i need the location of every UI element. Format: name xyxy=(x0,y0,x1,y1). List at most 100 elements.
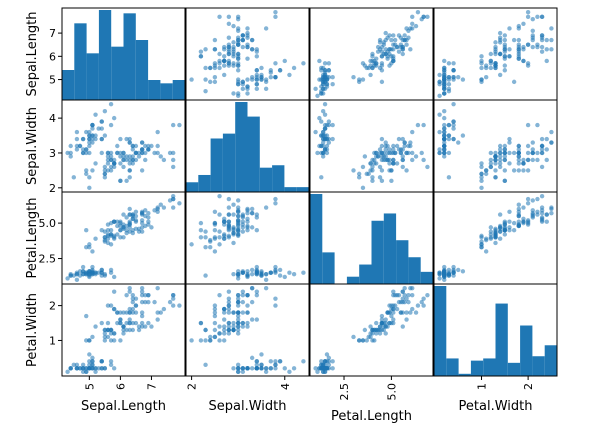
scatter-point xyxy=(127,161,132,166)
scatter-point xyxy=(212,334,218,340)
scatter-point xyxy=(479,77,484,82)
scatter-point xyxy=(212,228,218,233)
scatter-point xyxy=(249,299,255,305)
histogram-bar xyxy=(74,23,87,100)
scatter-point xyxy=(127,327,132,333)
scatter-point xyxy=(446,82,452,87)
scatter-point xyxy=(84,147,89,152)
panel-sepal-length-vs-sepal-width xyxy=(185,7,310,101)
scatter-point xyxy=(108,338,114,343)
scatter-point xyxy=(326,119,332,124)
scatter-point xyxy=(222,306,227,312)
scatter-point xyxy=(231,212,236,217)
scatter-point xyxy=(212,75,218,80)
scatter-point xyxy=(121,235,126,240)
scatter-point xyxy=(530,16,535,22)
scatter-point xyxy=(511,79,517,85)
scatter-point xyxy=(108,242,114,247)
scatter-point xyxy=(222,327,227,333)
scatter-point xyxy=(146,147,151,152)
scatter-point xyxy=(377,331,383,336)
scatter-point xyxy=(549,37,554,43)
scatter-point xyxy=(212,320,218,326)
scatter-point xyxy=(87,143,92,149)
scatter-point xyxy=(90,334,95,340)
scatter-point xyxy=(212,220,218,226)
scatter-point xyxy=(87,133,92,138)
scatter-point xyxy=(226,223,232,229)
scatter-point xyxy=(394,161,400,166)
scatter-point xyxy=(404,42,409,47)
scatter-point xyxy=(231,327,236,333)
scatter-point xyxy=(111,366,117,371)
scatter-point xyxy=(451,68,456,73)
scatter-point xyxy=(446,61,452,66)
scatter-point xyxy=(124,136,129,142)
scatter-point xyxy=(408,47,413,52)
scatter-point xyxy=(87,366,92,371)
scatter-point xyxy=(222,47,227,52)
scatter-point xyxy=(442,115,447,121)
scatter-point xyxy=(198,54,204,59)
scatter-point xyxy=(240,212,246,217)
scatter-point xyxy=(379,157,385,163)
scatter-point xyxy=(502,47,508,52)
scatter-point xyxy=(115,223,120,229)
panel-sepal-length-vs-petal-length xyxy=(309,7,434,101)
scatter-point xyxy=(377,147,383,152)
histogram-bar xyxy=(346,276,360,284)
scatter-point xyxy=(410,21,415,26)
scatter-point xyxy=(322,126,328,131)
scatter-point xyxy=(446,77,452,82)
scatter-point xyxy=(249,271,255,277)
scatter-point xyxy=(446,122,452,128)
scatter-point xyxy=(287,270,292,275)
scatter-point xyxy=(383,320,388,326)
scatter-point xyxy=(419,299,424,305)
scatter-point xyxy=(68,150,73,156)
scatter-point xyxy=(105,320,111,326)
scatter-point xyxy=(118,154,123,159)
scatter-point xyxy=(127,320,132,326)
scatter-point xyxy=(127,206,132,212)
scatter-point xyxy=(368,161,373,166)
scatter-point xyxy=(118,136,123,142)
scatter-point xyxy=(108,228,114,233)
scatter-matrix-panels xyxy=(61,7,558,377)
panel-petal-length-vs-petal-width xyxy=(433,191,558,285)
scatter-point xyxy=(96,270,101,275)
scatter-point xyxy=(544,58,549,64)
scatter-point xyxy=(442,70,447,75)
scatter-point xyxy=(231,240,236,246)
scatter-point xyxy=(245,271,250,277)
scatter-point xyxy=(521,220,526,226)
scatter-point xyxy=(442,140,447,145)
scatter-point xyxy=(102,331,108,336)
scatter-point xyxy=(152,150,157,156)
scatter-point xyxy=(87,245,92,250)
scatter-point xyxy=(235,82,241,87)
scatter-point xyxy=(392,292,398,298)
scatter-point xyxy=(493,175,498,180)
scatter-point xyxy=(245,310,250,315)
scatter-point xyxy=(497,51,503,57)
histogram-bar xyxy=(259,167,273,192)
scatter-point xyxy=(320,140,326,145)
scatter-point xyxy=(391,317,396,322)
scatter-point xyxy=(133,218,139,223)
scatter-point xyxy=(99,119,104,124)
scatter-point xyxy=(136,324,142,329)
scatter-point xyxy=(226,63,232,68)
scatter-point xyxy=(549,26,554,31)
scatter-point xyxy=(451,126,456,131)
scatter-point xyxy=(203,235,208,240)
scatter-point xyxy=(90,269,95,274)
scatter-point xyxy=(90,133,95,138)
scatter-point xyxy=(263,277,269,283)
scatter-point xyxy=(90,122,95,128)
scatter-point xyxy=(320,150,326,156)
scatter-point xyxy=(549,129,554,135)
scatter-point xyxy=(259,362,264,368)
scatter-point xyxy=(320,108,326,114)
scatter-point xyxy=(372,327,377,333)
